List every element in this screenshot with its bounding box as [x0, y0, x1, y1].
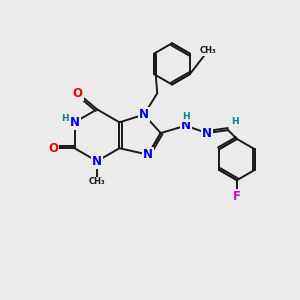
Text: H: H [231, 117, 239, 126]
Text: F: F [233, 190, 241, 203]
Text: O: O [73, 87, 83, 100]
Text: CH₃: CH₃ [89, 177, 105, 186]
Text: N: N [139, 108, 149, 121]
Text: N: N [202, 127, 212, 140]
Text: O: O [48, 142, 59, 155]
Text: N: N [92, 155, 102, 168]
Text: N: N [181, 119, 191, 132]
Text: N: N [143, 148, 153, 161]
Text: CH₃: CH₃ [200, 46, 216, 55]
Text: N: N [70, 116, 80, 129]
Text: H: H [61, 114, 69, 123]
Text: H: H [182, 112, 190, 122]
